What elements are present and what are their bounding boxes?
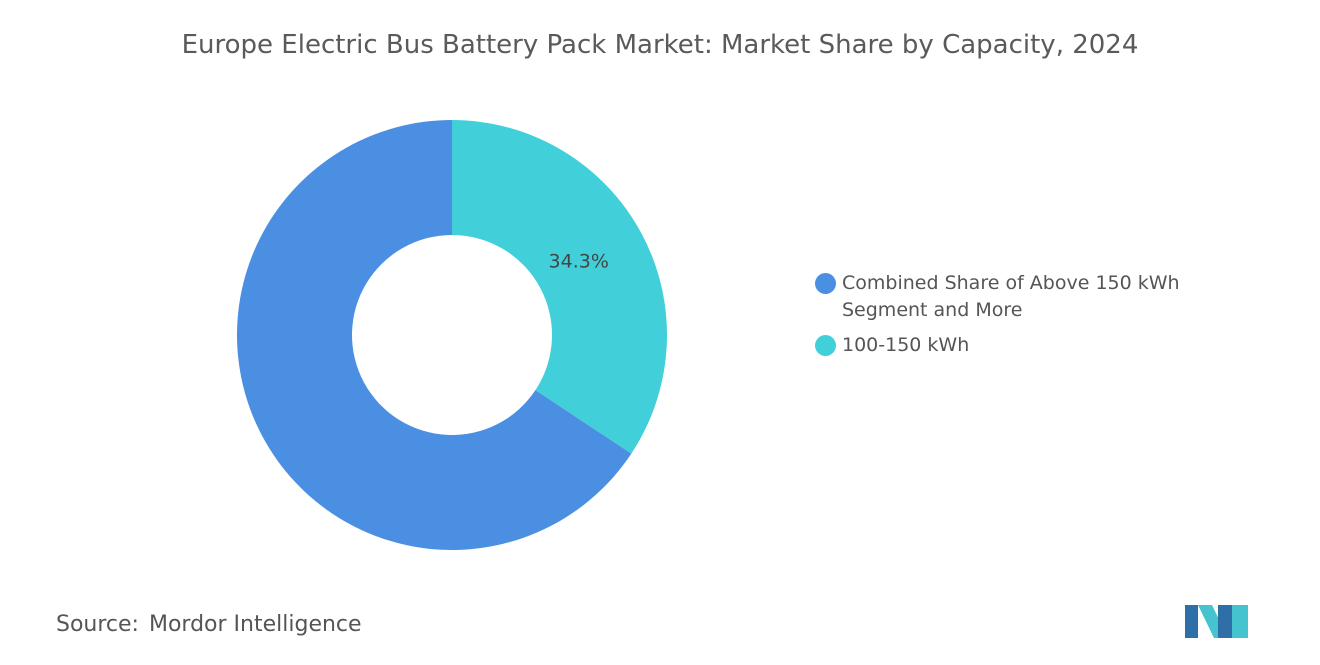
donut-slice [452,120,667,454]
legend-item: 100-150 kWh [815,332,1215,359]
logo [1185,605,1248,638]
legend: Combined Share of Above 150 kWh Segment … [815,270,1215,367]
legend-swatch [815,335,836,356]
legend-item: Combined Share of Above 150 kWh Segment … [815,270,1215,324]
source: Source: Mordor Intelligence [56,612,362,637]
data-label: 34.3% [549,250,609,272]
source-label: Source: [56,612,139,637]
chart-title: Europe Electric Bus Battery Pack Market:… [181,30,1139,60]
source-name: Mordor Intelligence [148,612,362,637]
donut-slice [236,120,632,550]
legend-label: Combined Share of Above 150 kWh Segment … [842,272,1180,321]
legend-swatch [815,273,836,294]
legend-label: 100-150 kWh [842,334,970,356]
